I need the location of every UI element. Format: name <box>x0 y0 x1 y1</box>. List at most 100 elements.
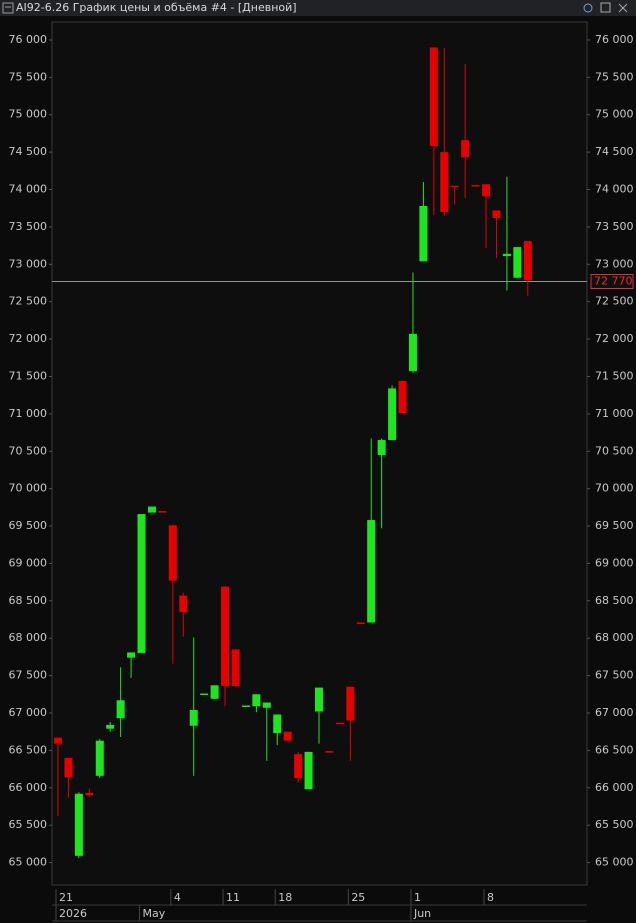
y-tick-label-right: 72 000 <box>595 332 634 345</box>
chart: 65 000 65 000 65 500 65 500 66 000 66 000 66 5… <box>9 21 634 922</box>
candle-body <box>398 380 407 414</box>
candle-body <box>450 185 459 188</box>
title-bar: AI92-6.26 График цены и объёма #4 - [Дне… <box>0 0 636 16</box>
y-tick-label: 67 000 <box>9 706 48 719</box>
y-tick-label: 73 000 <box>9 257 48 270</box>
y-tick-label: 75 500 <box>9 70 48 83</box>
y-tick-label-right: 71 500 <box>595 369 634 382</box>
y-tick-label-right: 75 500 <box>595 70 634 83</box>
candle-body <box>482 184 491 197</box>
y-tick-label-right: 65 000 <box>595 856 634 869</box>
y-tick-label-right: 76 000 <box>595 33 634 46</box>
y-tick-label: 65 000 <box>9 856 48 869</box>
x-period-label: Jun <box>413 907 431 920</box>
y-tick-label-right: 66 500 <box>595 743 634 756</box>
y-tick-label-right: 72 500 <box>595 295 634 308</box>
candle-body <box>252 694 261 707</box>
y-tick-label: 65 500 <box>9 818 48 831</box>
candle-body <box>315 687 323 712</box>
candle-body <box>221 586 230 687</box>
candle-body <box>471 185 480 187</box>
candle-body <box>440 152 449 212</box>
candle-body <box>283 731 292 741</box>
candle-body <box>147 506 156 513</box>
candle-body <box>346 686 355 721</box>
candle-body <box>158 511 167 513</box>
candle-body <box>85 793 94 796</box>
y-tick-label-right: 67 000 <box>595 706 634 719</box>
y-tick-label-right: 73 500 <box>595 220 634 233</box>
y-tick-label: 70 500 <box>9 444 48 457</box>
y-tick-label: 74 500 <box>9 145 48 158</box>
y-tick-label: 67 500 <box>9 669 48 682</box>
candle-body <box>523 241 532 281</box>
window-title: AI92-6.26 График цены и объёма #4 - [Дне… <box>16 1 297 14</box>
candle-body <box>210 685 219 699</box>
candle-body <box>189 710 198 726</box>
y-tick-label-right: 74 000 <box>595 183 634 196</box>
y-tick-label: 68 500 <box>9 594 48 607</box>
candle-body <box>377 440 386 455</box>
candle-body <box>429 47 438 147</box>
candle-body <box>137 514 146 654</box>
y-tick-label: 74 000 <box>9 183 48 196</box>
y-tick-label-right: 74 500 <box>595 145 634 158</box>
y-tick-label: 73 500 <box>9 220 48 233</box>
candle-body <box>200 693 209 696</box>
y-tick-label-right: 67 500 <box>595 669 634 682</box>
y-tick-label-right: 70 500 <box>595 444 634 457</box>
y-tick-label: 68 000 <box>9 631 48 644</box>
y-tick-label: 72 500 <box>9 295 48 308</box>
candle-body <box>461 140 470 158</box>
y-tick-label: 66 000 <box>9 781 48 794</box>
x-tick-label: 1 <box>414 891 421 904</box>
x-period-label: May <box>143 907 166 920</box>
y-tick-label: 72 000 <box>9 332 48 345</box>
x-tick-label: 8 <box>487 891 494 904</box>
candle-body <box>106 724 115 729</box>
y-tick-label: 75 000 <box>9 108 48 121</box>
x-tick-label: 25 <box>351 891 365 904</box>
y-tick-label: 69 000 <box>9 556 48 569</box>
candle-body <box>408 333 417 372</box>
candle-body <box>179 595 188 613</box>
candle-body <box>54 737 62 744</box>
y-tick-label-right: 66 000 <box>595 781 634 794</box>
candle-body <box>294 754 303 779</box>
candle-body <box>127 652 136 658</box>
candle-body <box>419 205 428 262</box>
candle-body <box>502 253 511 257</box>
y-tick-label-right: 71 000 <box>595 407 634 420</box>
window-buttons[interactable] <box>582 1 632 15</box>
x-tick-label: 4 <box>174 891 181 904</box>
window-icon <box>2 2 14 14</box>
y-tick-label-right: 69 500 <box>595 519 634 532</box>
candle-body <box>95 740 104 776</box>
candle-body <box>231 649 240 687</box>
plot-area <box>51 21 588 886</box>
last-price-label: 72 770 <box>594 274 633 287</box>
candle-body <box>262 702 271 708</box>
x-tick-label: 11 <box>226 891 240 904</box>
candle-body <box>168 525 177 581</box>
candle-body <box>64 757 73 778</box>
y-tick-label-right: 68 500 <box>595 594 634 607</box>
candle-body <box>74 793 83 856</box>
candle-body <box>304 751 313 790</box>
y-tick-label-right: 75 000 <box>595 108 634 121</box>
y-tick-label: 76 000 <box>9 33 48 46</box>
x-period-label: 2026 <box>59 907 87 920</box>
candle-body <box>116 700 125 719</box>
last-price-box <box>590 273 634 289</box>
candle-body <box>367 520 376 623</box>
y-tick-label-right: 69 000 <box>595 556 634 569</box>
y-tick-label-right: 65 500 <box>595 818 634 831</box>
y-tick-label: 69 500 <box>9 519 48 532</box>
candle-body <box>335 722 344 725</box>
candle-body <box>492 210 501 218</box>
y-tick-label-right: 73 000 <box>595 257 634 270</box>
candle-body <box>356 622 365 625</box>
candle-body <box>325 751 334 753</box>
candle-body <box>241 705 250 708</box>
